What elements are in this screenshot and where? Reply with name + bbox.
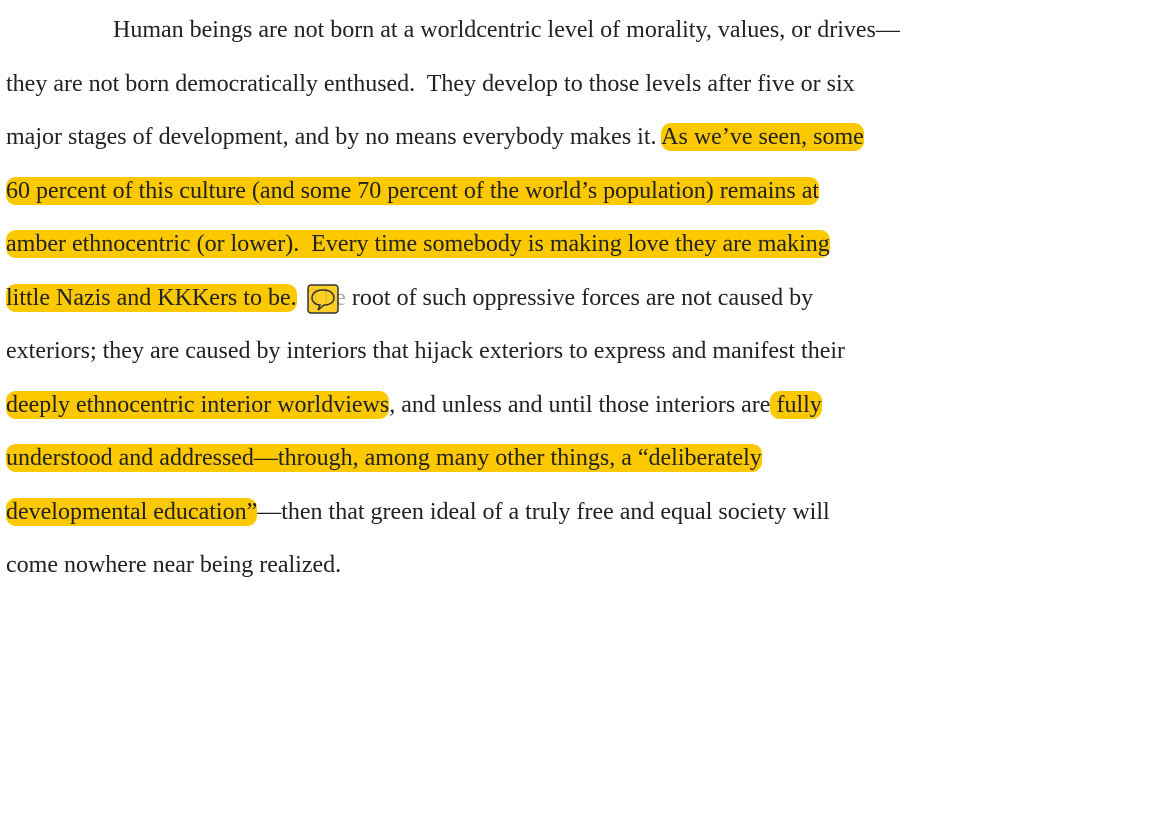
highlight: amber ethnocentric (or lower). Every tim… bbox=[6, 230, 830, 258]
text-run: exteriors; they are caused by interiors … bbox=[6, 338, 846, 364]
text-line: major stages of development, and by no m… bbox=[6, 120, 864, 154]
text-run: come nowhere near being realized. bbox=[6, 552, 342, 578]
note-bubble[interactable] bbox=[306, 283, 339, 314]
text-line: amber ethnocentric (or lower). Every tim… bbox=[6, 227, 830, 261]
highlight: understood and addressed—through, among … bbox=[6, 444, 762, 472]
note-icon[interactable]: The bbox=[306, 281, 346, 315]
text-run: —then that green ideal of a truly free a… bbox=[257, 498, 830, 525]
text-line: deeply ethnocentric interior worldviews,… bbox=[6, 388, 822, 422]
text-line: 60 percent of this culture (and some 70 … bbox=[6, 174, 820, 208]
highlight: fully bbox=[770, 390, 822, 419]
text-line: developmental education”—then that green… bbox=[6, 495, 830, 529]
text-line: Human beings are not born at a worldcent… bbox=[113, 13, 900, 47]
text-line: they are not born democratically enthuse… bbox=[6, 67, 855, 101]
text-line: come nowhere near being realized. bbox=[6, 548, 341, 582]
text-line: exteriors; they are caused by interiors … bbox=[6, 334, 845, 368]
text-run: , and unless and until those interiors a… bbox=[389, 391, 771, 418]
text-line: little Nazis and KKKers to be. The root … bbox=[6, 281, 813, 315]
text-run: Human beings are not born at a worldcent… bbox=[113, 17, 900, 43]
highlight: little Nazis and KKKers to be. bbox=[6, 283, 297, 312]
text-run: major stages of development, and by no m… bbox=[6, 124, 662, 150]
text-run: root of such oppressive forces are not c… bbox=[345, 284, 814, 311]
text-run: they are not born democratically enthuse… bbox=[6, 70, 855, 97]
highlight: developmental education” bbox=[6, 497, 258, 526]
highlight: deeply ethnocentric interior worldviews bbox=[6, 390, 390, 419]
text-line: understood and addressed—through, among … bbox=[6, 441, 762, 475]
highlight: 60 percent of this culture (and some 70 … bbox=[6, 176, 820, 205]
highlight: As we’ve seen, some bbox=[661, 123, 864, 151]
